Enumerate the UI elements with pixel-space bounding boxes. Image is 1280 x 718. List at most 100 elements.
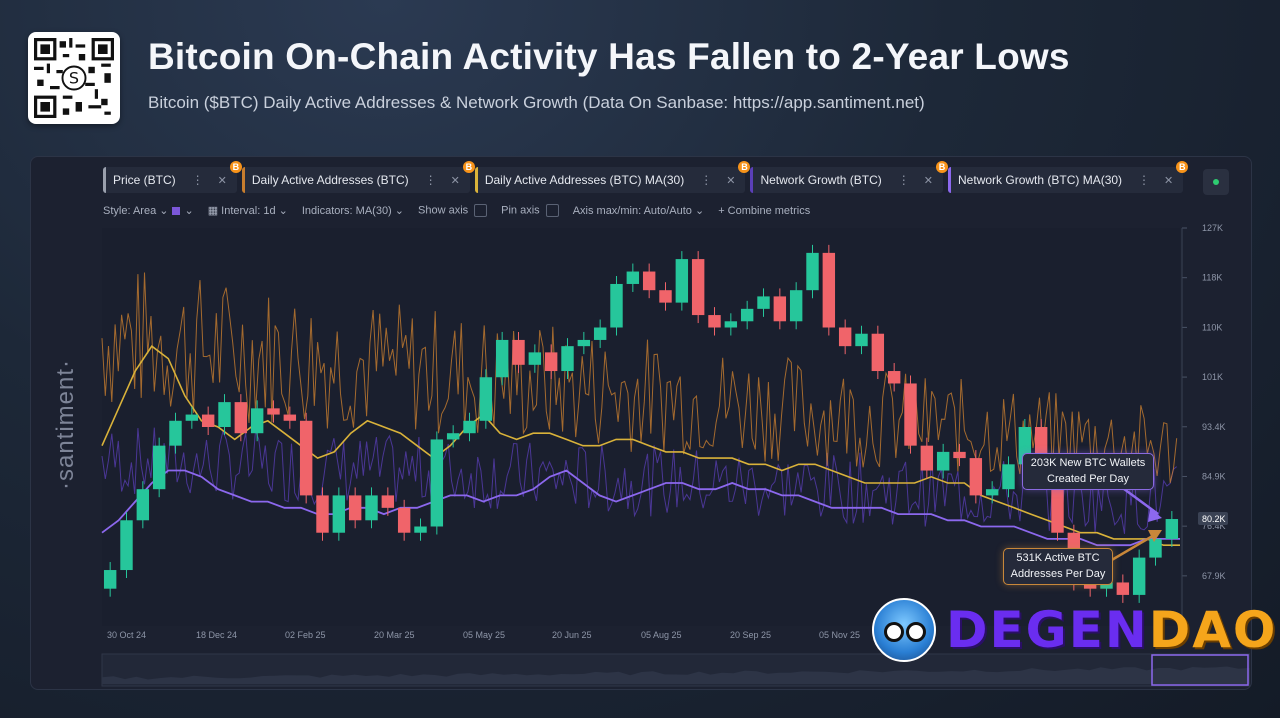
- santiment-watermark: ·santiment·: [52, 358, 79, 490]
- show-axis-toggle[interactable]: Show axis: [418, 204, 488, 217]
- price-candle: [250, 408, 264, 434]
- active-addresses-series: [101, 272, 1178, 484]
- metric-label: Network Growth (BTC): [760, 173, 882, 187]
- metric-label: Network Growth (BTC) MA(30): [958, 173, 1123, 187]
- price-chart[interactable]: 127K 118K 110K 101K 93.4K 84.9K 76.4K 67.9K 80.2…: [30, 156, 1250, 688]
- brand-text-degen: DEGEN: [946, 601, 1149, 659]
- y-tick-label: 101K: [1202, 372, 1223, 382]
- style-selector[interactable]: Style: Area ⌄ ⌄: [103, 205, 194, 217]
- brand-text-dao: DAO!: [1148, 601, 1280, 659]
- plot-area: [102, 228, 1180, 626]
- price-candle: [1002, 464, 1015, 490]
- price-candle: [789, 290, 803, 322]
- x-tick-label: 05 Nov 25: [819, 630, 860, 640]
- metric-tab[interactable]: Daily Active Addresses (BTC) MA(30) ⋮ ✕ B: [474, 161, 751, 193]
- x-tick-label: 18 Dec 24: [196, 630, 237, 640]
- metric-tab[interactable]: Daily Active Addresses (BTC) ⋮ ✕ B: [241, 161, 475, 193]
- price-candle: [936, 451, 950, 471]
- price-candle: [512, 339, 525, 365]
- price-candle: [463, 420, 476, 434]
- metric-tabs: Price (BTC) ⋮ ✕ B Daily Active Addresses (BT…: [103, 161, 1189, 193]
- pin-axis-toggle[interactable]: Pin axis: [501, 204, 559, 217]
- indicators-selector[interactable]: Indicators: MA(30) ⌄: [301, 205, 405, 217]
- price-candle: [1149, 538, 1162, 558]
- y-tick-label: 84.9K: [1202, 471, 1226, 481]
- checkbox-icon: [545, 204, 559, 217]
- price-candle: [185, 414, 199, 421]
- price-candle: [201, 414, 215, 427]
- close-icon[interactable]: ✕: [726, 174, 736, 187]
- x-tick-label: 05 May 25: [463, 630, 505, 640]
- close-icon[interactable]: ✕: [450, 174, 460, 187]
- price-candle: [593, 327, 607, 340]
- metric-label: Daily Active Addresses (BTC) MA(30): [484, 173, 685, 187]
- price-candle: [904, 383, 917, 446]
- active-addresses-annotation: 531K Active BTC Addresses Per Day: [1003, 548, 1113, 585]
- price-candle: [495, 339, 509, 378]
- bitcoin-icon: B: [1176, 161, 1189, 173]
- price-candle: [430, 439, 444, 527]
- price-candle: [544, 352, 558, 372]
- interval-selector[interactable]: ▦ Interval: 1d ⌄: [207, 205, 288, 217]
- qr-code: S: [28, 32, 120, 124]
- price-candle: [887, 371, 901, 384]
- bitcoin-icon: B: [462, 161, 475, 173]
- price-candle: [708, 315, 721, 328]
- chart-toolbar: Style: Area ⌄ ⌄ ▦ Interval: 1d ⌄ Indicato…: [103, 204, 810, 217]
- more-options-icon[interactable]: ⋮: [897, 173, 910, 187]
- axis-maxmin-selector[interactable]: Axis max/min: Auto/Auto ⌄: [572, 205, 705, 217]
- more-options-icon[interactable]: ⋮: [1138, 173, 1151, 187]
- page-title: Bitcoin On-Chain Activity Has Fallen to …: [148, 36, 1070, 77]
- active-addresses-ma-line: [101, 345, 1180, 546]
- active-arrow: [1109, 532, 1157, 563]
- y-tick-label: 118K: [1202, 273, 1222, 283]
- price-candle: [985, 489, 999, 496]
- metric-label: Price (BTC): [113, 173, 176, 187]
- more-options-icon[interactable]: ⋮: [424, 173, 437, 187]
- price-candle: [561, 346, 574, 372]
- status-indicator-button[interactable]: [1203, 169, 1229, 195]
- network-growth-annotation: 203K New BTC Wallets Created Per Day: [1022, 453, 1154, 490]
- current-price-label: 80.2K: [1202, 514, 1226, 524]
- x-tick-label: 20 Mar 25: [374, 630, 415, 640]
- close-icon[interactable]: ✕: [217, 174, 227, 187]
- price-candle: [757, 296, 770, 309]
- price-candle: [218, 402, 231, 427]
- price-candle: [626, 271, 640, 284]
- x-tick-label: 20 Sep 25: [730, 630, 771, 640]
- more-options-icon[interactable]: ⋮: [191, 173, 204, 187]
- price-candle: [446, 433, 460, 440]
- price-candle: [675, 259, 689, 303]
- navigator-area: [102, 666, 1250, 684]
- price-candle: [234, 402, 248, 434]
- price-candle: [348, 495, 362, 521]
- color-swatch-icon: [172, 207, 181, 216]
- y-tick-label: 93.4K: [1202, 422, 1226, 432]
- price-candle: [806, 252, 819, 291]
- price-candle: [414, 526, 427, 533]
- metric-tab[interactable]: Price (BTC) ⋮ ✕ B: [103, 161, 242, 193]
- status-dot-icon: [1213, 179, 1219, 185]
- y-tick-label: 110K: [1202, 322, 1222, 332]
- price-candle: [724, 321, 738, 328]
- metric-tab[interactable]: Network Growth (BTC) ⋮ ✕ B: [750, 161, 949, 193]
- price-candle: [838, 327, 852, 347]
- price-candle: [169, 420, 182, 446]
- bitcoin-icon: B: [229, 161, 242, 173]
- mascot-avatar: [872, 598, 936, 662]
- network-arrow-head: [1148, 508, 1162, 522]
- x-tick-label: 20 Jun 25: [552, 630, 592, 640]
- combine-metrics-button[interactable]: + Combine metrics: [718, 204, 811, 217]
- price-candle: [1100, 582, 1113, 589]
- more-options-icon[interactable]: ⋮: [700, 173, 713, 187]
- price-candle: [365, 495, 378, 521]
- price-candle: [152, 445, 166, 490]
- y-tick-label: 67.9K: [1202, 571, 1226, 581]
- price-candle: [267, 408, 280, 415]
- price-candle: [479, 377, 493, 421]
- close-icon[interactable]: ✕: [923, 174, 934, 187]
- close-icon[interactable]: ✕: [1164, 174, 1174, 187]
- price-candle: [103, 570, 117, 589]
- price-candle: [659, 290, 672, 303]
- metric-tab[interactable]: Network Growth (BTC) MA(30) ⋮ ✕ B: [948, 161, 1189, 193]
